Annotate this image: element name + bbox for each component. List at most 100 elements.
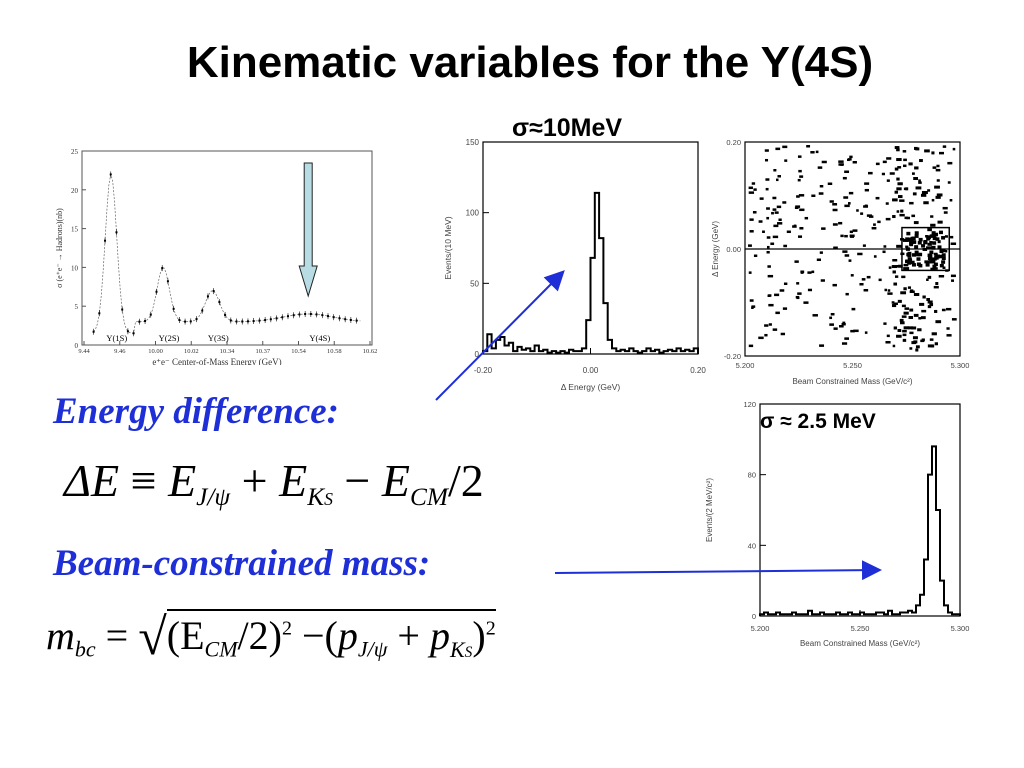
mbc-equation: mbc = √(ECM/2)2 −(pJ/ψ + pKS)2 — [46, 608, 496, 667]
histogram-bar — [760, 614, 764, 616]
histogram-bar — [500, 337, 504, 354]
scatter-point — [773, 168, 777, 172]
scatter-point — [868, 171, 873, 175]
histogram-bar — [548, 353, 552, 354]
scatter-point — [921, 338, 925, 342]
scatter-point — [864, 182, 870, 185]
histogram-bar — [608, 340, 612, 354]
scatter-point — [902, 338, 907, 342]
histogram-bar — [796, 614, 800, 616]
histogram-bar — [876, 612, 880, 616]
beam-constrained-mass-heading: Beam-constrained mass: — [53, 543, 431, 584]
scatter-point — [897, 195, 903, 199]
y-tick-label: 5 — [75, 303, 79, 311]
scatter-point — [848, 158, 852, 161]
signal-point — [912, 240, 917, 244]
scatter-point — [932, 166, 937, 169]
histogram-bar — [526, 348, 530, 354]
scatter-point — [771, 211, 774, 215]
y-axis-label: Events/(10 MeV) — [443, 216, 453, 279]
x-tick-label: 5.200 — [751, 624, 770, 633]
signal-point — [906, 231, 911, 236]
scatter-point — [772, 196, 777, 200]
scatter-point — [849, 235, 855, 238]
scatter-point — [936, 193, 943, 197]
scatter-point — [841, 322, 846, 326]
scatter-point — [832, 208, 838, 212]
signal-point — [941, 260, 946, 264]
scatter-point — [896, 187, 902, 191]
scatter-point — [753, 254, 758, 258]
peak-label-3: Y(4S) — [309, 333, 330, 343]
scatter-point — [819, 344, 825, 347]
x-tick-label: 9.46 — [114, 348, 126, 355]
scatter-point — [749, 230, 754, 233]
slide-title: Kinematic variables for the Y(4S) — [186, 38, 874, 87]
scatter-point — [903, 158, 907, 162]
scatter-point — [946, 327, 950, 330]
histogram-bar — [530, 351, 534, 354]
scatter-point — [770, 242, 775, 246]
histogram-bar — [487, 334, 491, 354]
scatter-point — [766, 245, 770, 249]
scatter-point — [891, 301, 895, 304]
x-tick-label: 5.250 — [843, 361, 862, 370]
histogram-bar — [496, 340, 500, 354]
scatter-point — [765, 187, 769, 191]
scatter-point — [924, 149, 930, 153]
scatter-point — [929, 303, 934, 307]
signal-point — [932, 241, 937, 245]
eq-de-ks: KS — [307, 482, 333, 511]
scatter-point — [844, 254, 850, 257]
histogram-bar — [638, 353, 642, 354]
signal-point — [918, 237, 923, 242]
signal-point — [929, 234, 934, 238]
scatter-point — [796, 195, 800, 198]
scatter-point — [765, 178, 770, 181]
y-axis-label: Δ Energy (GeV) — [711, 221, 720, 277]
signal-point — [932, 264, 937, 269]
histogram-bar — [569, 350, 573, 354]
scatter-point — [918, 181, 922, 184]
scatter-point — [934, 342, 938, 346]
scatter-point — [897, 328, 902, 332]
scatter-point — [927, 344, 933, 348]
scatter-point — [875, 196, 880, 200]
histogram-bar — [832, 614, 836, 616]
y-tick-label: 50 — [470, 279, 479, 288]
signal-point — [933, 262, 938, 267]
histogram-bar — [768, 614, 772, 616]
histogram-bar — [888, 611, 892, 616]
histogram-bar — [595, 193, 599, 354]
y-tick-label: 150 — [466, 138, 480, 147]
histogram-bar — [655, 350, 659, 354]
histogram-bar — [681, 351, 685, 354]
scatter-point — [882, 250, 886, 254]
y-tick-label: 25 — [71, 148, 79, 156]
scatter-point — [891, 265, 898, 269]
scatter-point — [917, 328, 922, 332]
scatter-point — [942, 145, 947, 148]
scatter-point — [947, 161, 953, 165]
scatter-point — [935, 282, 939, 286]
scatter-point — [764, 324, 769, 327]
scatter-point — [749, 299, 754, 302]
y-tick-label: 40 — [748, 541, 756, 550]
histogram-bar — [940, 581, 944, 616]
histogram-bar — [616, 351, 620, 354]
scatter-point — [898, 264, 903, 268]
scatter-point — [927, 228, 932, 232]
scatter-point — [833, 327, 838, 330]
scatter-point — [924, 260, 930, 264]
histogram-bar — [634, 351, 638, 354]
eq-de-lhs: ΔE — [64, 455, 120, 506]
signal-point — [928, 254, 933, 258]
plot-frame — [759, 403, 961, 617]
scatter-point — [857, 252, 863, 256]
signal-point — [906, 238, 911, 242]
histogram-bar — [896, 614, 900, 616]
scatter-point — [751, 306, 754, 309]
scatter-point — [767, 265, 771, 268]
scatter-point — [892, 344, 896, 348]
scatter-point — [896, 334, 902, 338]
